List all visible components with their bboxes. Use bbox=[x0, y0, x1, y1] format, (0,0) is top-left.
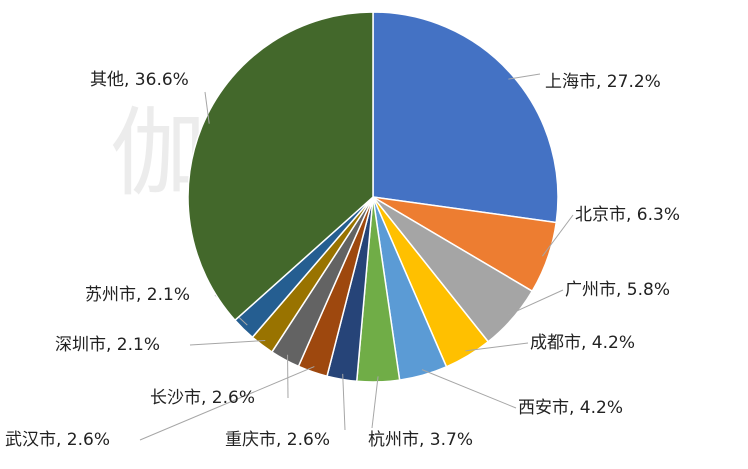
data-label: 苏州市, 2.1% bbox=[85, 285, 190, 305]
data-label: 其他, 36.6% bbox=[90, 70, 189, 90]
data-label: 北京市, 6.3% bbox=[575, 205, 680, 225]
leader-line bbox=[508, 289, 564, 316]
leader-line bbox=[465, 342, 529, 352]
leader-line bbox=[508, 73, 541, 80]
data-label: 广州市, 5.8% bbox=[565, 280, 670, 300]
data-label: 杭州市, 3.7% bbox=[368, 430, 473, 450]
data-label: 深圳市, 2.1% bbox=[55, 335, 160, 355]
leader-line bbox=[189, 340, 266, 346]
leader-line bbox=[204, 91, 210, 124]
data-label: 武汉市, 2.6% bbox=[5, 430, 110, 450]
leader-line bbox=[542, 214, 574, 257]
leader-line bbox=[421, 369, 517, 409]
leader-line bbox=[342, 373, 346, 431]
data-label: 长沙市, 2.6% bbox=[150, 388, 255, 408]
pie-slice: 其他 bbox=[187, 11, 374, 322]
leader-line bbox=[371, 376, 379, 429]
data-label: 上海市, 27.2% bbox=[545, 72, 661, 92]
data-label: 重庆市, 2.6% bbox=[225, 430, 330, 450]
data-label: 西安市, 4.2% bbox=[518, 398, 623, 418]
pie-slice: 上海市 bbox=[372, 11, 559, 224]
data-label: 成都市, 4.2% bbox=[530, 333, 635, 353]
leader-line bbox=[139, 366, 315, 441]
